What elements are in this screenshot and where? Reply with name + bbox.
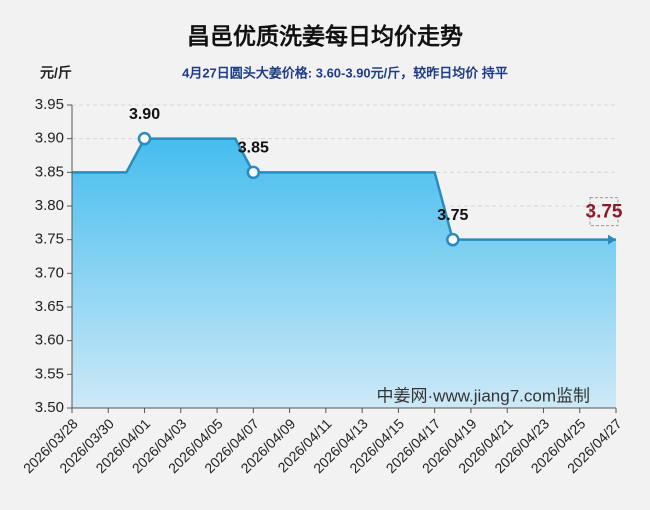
line [72, 137, 616, 241]
value-label: 3.75 [586, 202, 623, 223]
chart-title: 昌邑优质洗姜每日均价走势 [187, 23, 463, 49]
value-label: 3.90 [129, 106, 160, 123]
label-box [589, 197, 619, 227]
y-axis-unit: 元/斤 [40, 65, 72, 81]
y-tick-label: 3.55 [35, 365, 64, 382]
y-tick-label: 3.75 [35, 231, 64, 248]
y-tick-label: 3.50 [35, 399, 64, 416]
subtitle: 4月27日圆头大姜价格: 3.60-3.90元/斤，较昨日均价 持平 [182, 65, 508, 80]
area [72, 138, 616, 408]
y-tick-label: 3.65 [35, 298, 64, 315]
y-tick-label: 3.85 [35, 163, 64, 180]
point-marker [246, 165, 261, 180]
point-marker [446, 232, 460, 247]
y-tick-label: 3.80 [35, 197, 64, 214]
point-marker [137, 131, 152, 146]
value-label: 3.85 [238, 140, 269, 157]
end-arrow [608, 234, 616, 245]
y-tick-label: 3.70 [35, 264, 64, 281]
y-tick-label: 3.95 [35, 96, 64, 113]
watermark: 中姜网·www.jiang7.com监制 [377, 386, 591, 405]
value-label: 3.75 [437, 207, 468, 224]
y-tick-label: 3.60 [35, 332, 64, 349]
y-tick-label: 3.90 [35, 130, 64, 147]
